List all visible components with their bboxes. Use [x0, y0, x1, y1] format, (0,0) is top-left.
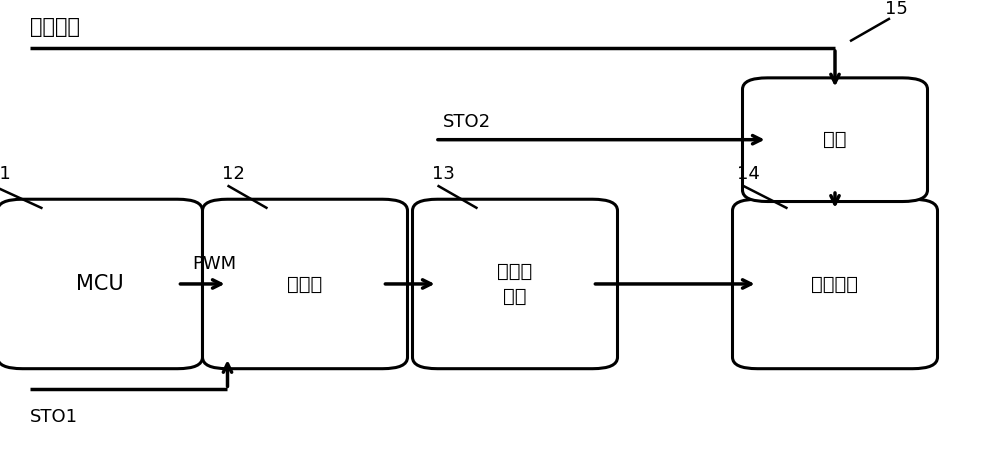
Text: 开关: 开关 — [823, 130, 847, 149]
Text: PWM: PWM — [192, 255, 237, 273]
Text: STO2: STO2 — [443, 114, 491, 131]
Text: 预驱动
芯片: 预驱动 芯片 — [497, 262, 533, 306]
Text: 13: 13 — [432, 165, 455, 183]
FancyBboxPatch shape — [742, 78, 928, 202]
Text: MCU: MCU — [76, 274, 124, 294]
Text: 缓存器: 缓存器 — [287, 274, 323, 294]
FancyBboxPatch shape — [202, 199, 408, 369]
Text: 11: 11 — [0, 165, 10, 183]
Text: 15: 15 — [885, 0, 908, 18]
Text: 14: 14 — [737, 165, 760, 183]
FancyBboxPatch shape — [0, 199, 202, 369]
Text: 功率器件: 功率器件 — [812, 274, 858, 294]
Text: STO1: STO1 — [30, 408, 78, 425]
Text: 母线电源: 母线电源 — [30, 16, 80, 37]
FancyBboxPatch shape — [732, 199, 938, 369]
FancyBboxPatch shape — [413, 199, 617, 369]
Text: 12: 12 — [222, 165, 245, 183]
